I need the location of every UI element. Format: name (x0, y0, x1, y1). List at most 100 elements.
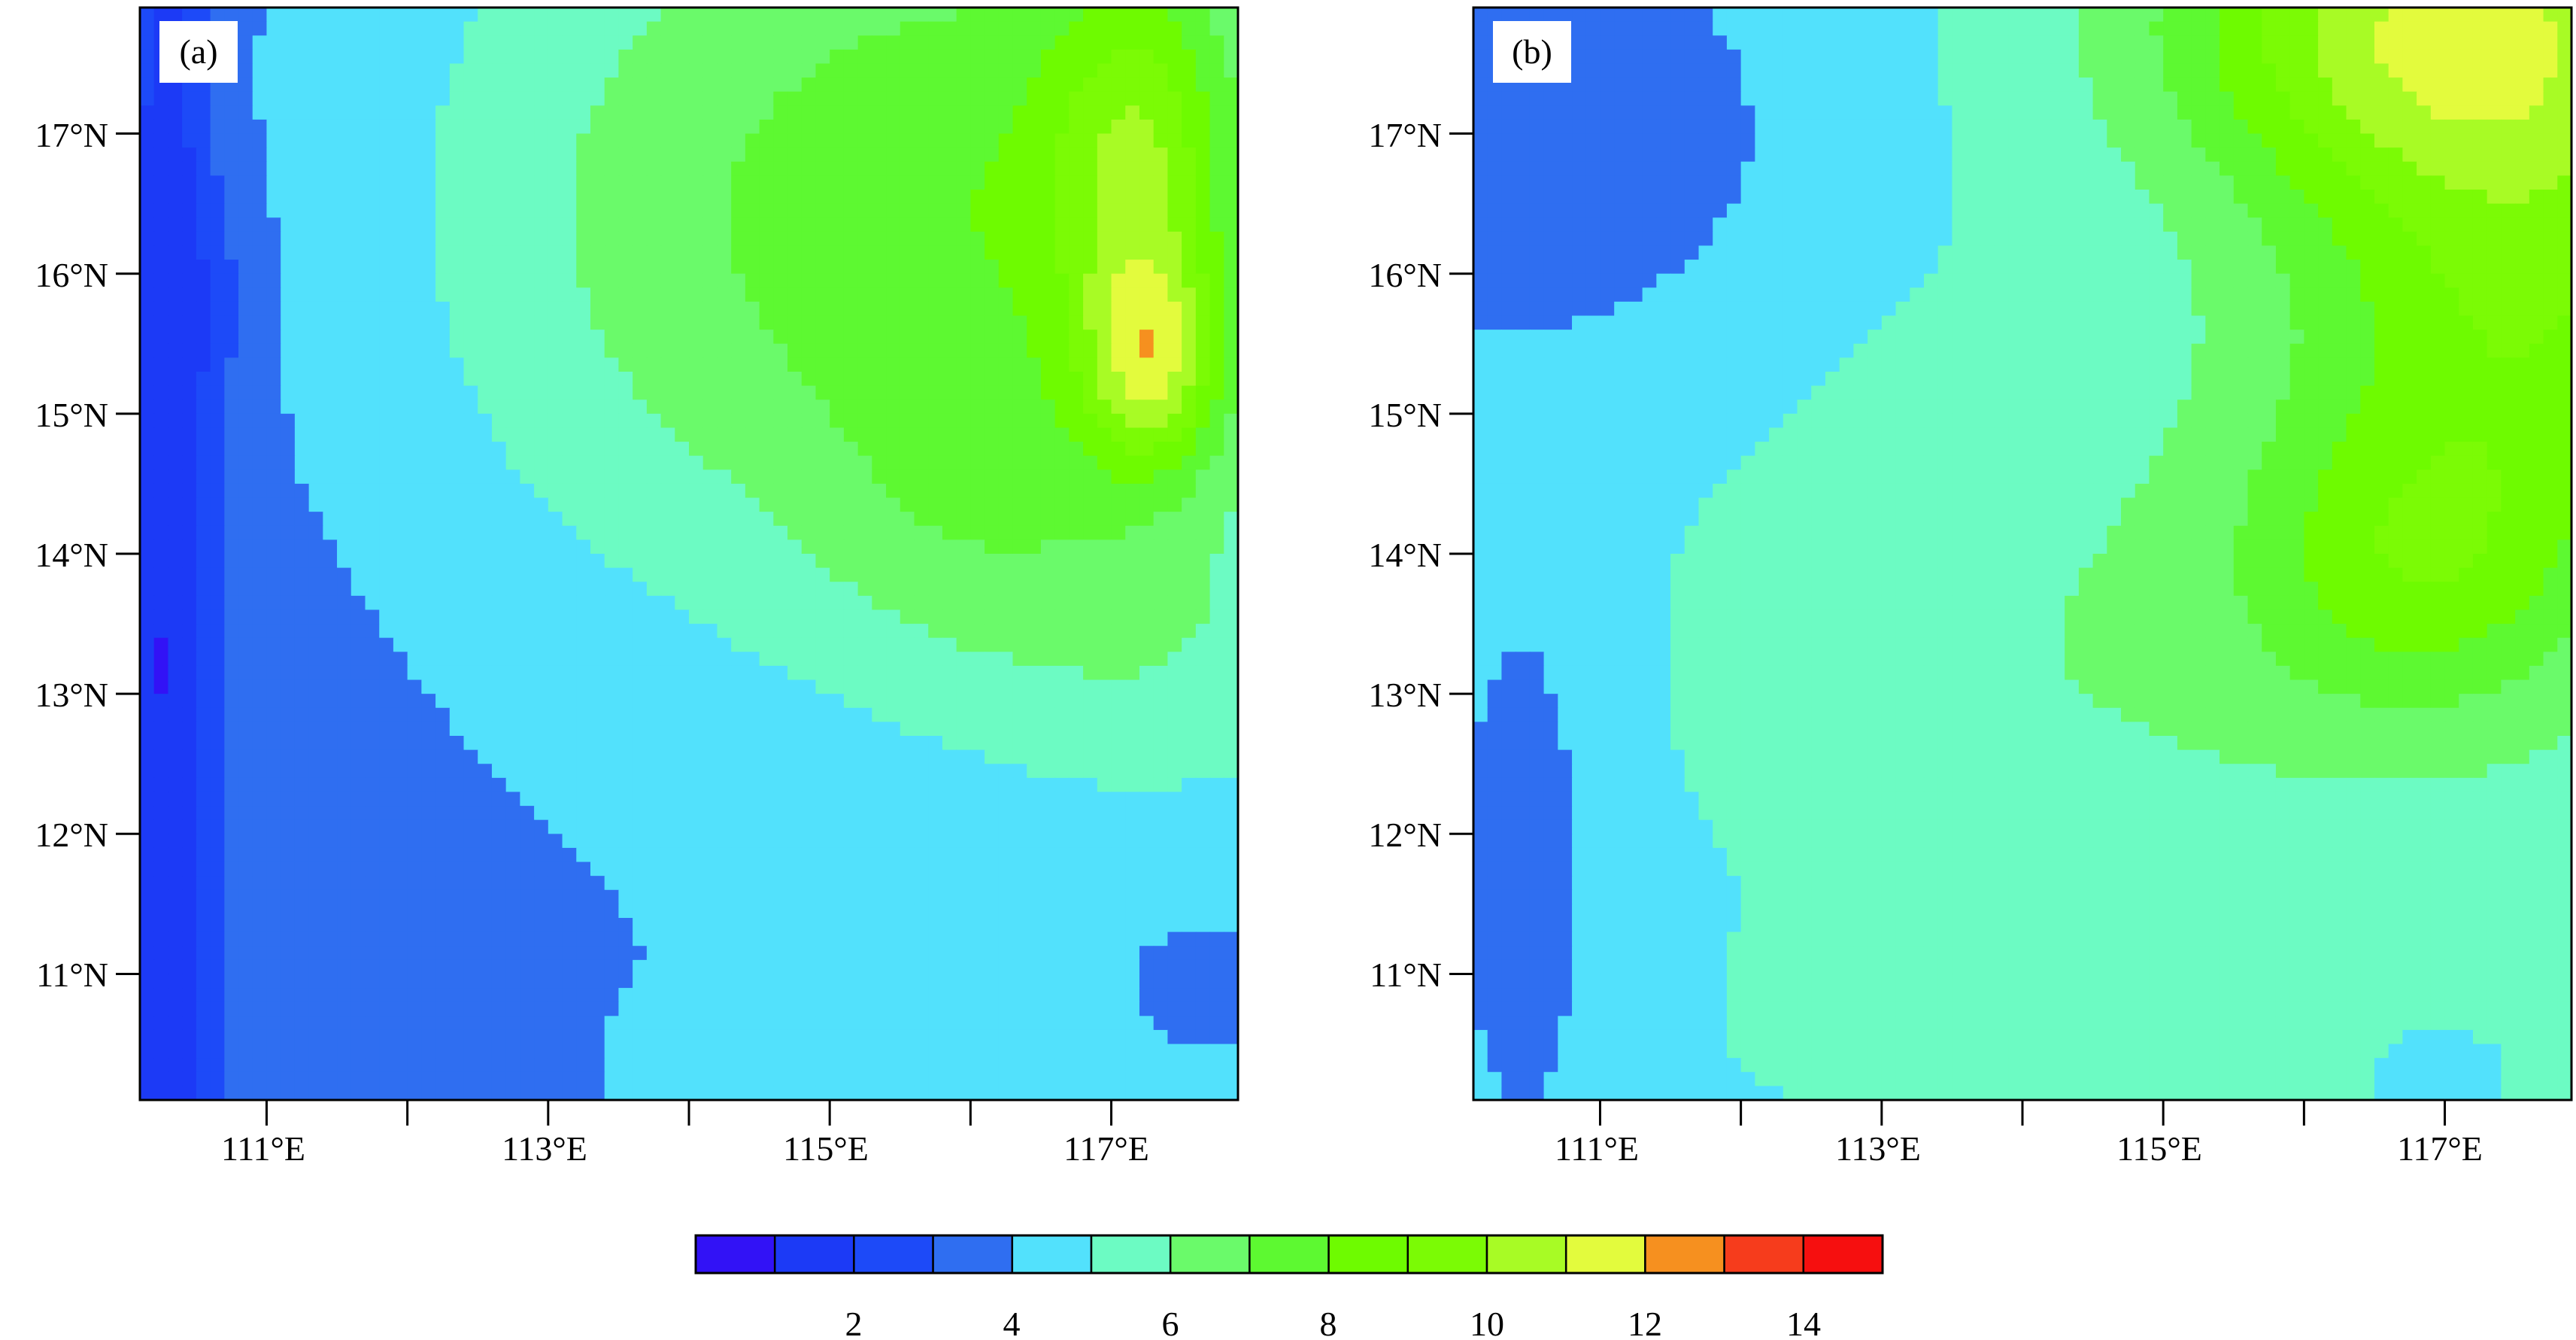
heatmap-cell (463, 736, 478, 751)
heatmap-cell (562, 525, 577, 540)
heatmap-cell (928, 469, 943, 485)
heatmap-cell (1182, 400, 1197, 415)
heatmap-cell (675, 707, 690, 722)
heatmap-cell (928, 652, 943, 667)
heatmap-cell (435, 330, 451, 345)
heatmap-cell (505, 554, 520, 569)
heatmap-cell (1224, 567, 1239, 582)
heatmap-cell (407, 190, 422, 205)
heatmap-cell (337, 694, 352, 709)
heatmap-cell (491, 413, 507, 429)
heatmap-cell (717, 764, 732, 779)
heatmap-cell (435, 609, 451, 624)
heatmap-cell (1111, 8, 1126, 23)
heatmap-cell (168, 819, 183, 834)
heatmap-cell (323, 665, 338, 681)
heatmap-cell (618, 301, 633, 317)
heatmap-cell (1195, 637, 1211, 652)
heatmap-cell (1054, 497, 1070, 512)
heatmap-cell (830, 35, 845, 50)
heatmap-cell (1224, 539, 1239, 555)
heatmap-cell (998, 861, 1014, 877)
heatmap-cell (182, 525, 197, 540)
heatmap-cell (350, 343, 366, 358)
heatmap-cell (1209, 231, 1224, 247)
heatmap-cell (1195, 483, 1211, 499)
heatmap-cell (675, 245, 690, 260)
heatmap-cell (421, 217, 436, 232)
heatmap-cell (210, 91, 225, 106)
heatmap-cell (1224, 91, 1239, 106)
heatmap-cell (970, 861, 985, 877)
heatmap-cell (421, 469, 436, 485)
heatmap-cell (407, 483, 422, 499)
heatmap-cell (872, 483, 887, 499)
heatmap-cell (294, 231, 310, 247)
heatmap-cell (759, 175, 774, 190)
heatmap-cell (407, 889, 422, 904)
heatmap-cell (900, 707, 915, 722)
heatmap-cell (815, 385, 830, 400)
heatmap-cell (1182, 554, 1197, 569)
heatmap-cell (505, 469, 520, 485)
heatmap-cell (857, 400, 872, 415)
heatmap-cell (801, 21, 817, 36)
heatmap-cell (449, 764, 465, 779)
heatmap-cell (140, 554, 155, 569)
heatmap-cell (787, 637, 803, 652)
heatmap-cell (689, 161, 704, 176)
heatmap-cell (491, 372, 507, 387)
heatmap-cell (224, 595, 239, 611)
heatmap-cell (1195, 469, 1211, 485)
heatmap-cell (350, 525, 366, 540)
heatmap-cell (281, 273, 296, 288)
heatmap-cell (914, 512, 929, 527)
heatmap-cell (689, 609, 704, 624)
heatmap-cell (843, 175, 859, 190)
heatmap-cell (928, 554, 943, 569)
heatmap-cell (843, 609, 859, 624)
heatmap-cell (1182, 63, 1197, 78)
heatmap-cell (1040, 792, 1056, 807)
heatmap-cell (646, 413, 662, 429)
heatmap-cell (365, 806, 380, 821)
heatmap-cell (956, 861, 971, 877)
heatmap-cell (548, 357, 563, 372)
heatmap-cell (576, 91, 591, 106)
heatmap-cell (702, 330, 718, 345)
heatmap-cell (1054, 707, 1070, 722)
heatmap-cell (281, 442, 296, 457)
heatmap-cell (478, 260, 493, 275)
heatmap-cell (1040, 707, 1056, 722)
heatmap-cell (717, 273, 732, 288)
heatmap-cell (168, 413, 183, 429)
heatmap-cell (1153, 63, 1169, 78)
heatmap-cell (886, 315, 901, 330)
heatmap-cell (900, 483, 915, 499)
heatmap-cell (900, 63, 915, 78)
heatmap-cell (365, 876, 380, 891)
heatmap-cell (576, 679, 591, 694)
heatmap-cell (942, 385, 957, 400)
heatmap-cell (1012, 652, 1027, 667)
heatmap-cell (857, 861, 872, 877)
heatmap-cell (787, 567, 803, 582)
heatmap-cell (449, 175, 465, 190)
heatmap-cell (1069, 889, 1084, 904)
heatmap-cell (675, 624, 690, 639)
heatmap-cell (618, 749, 633, 764)
heatmap-cell (491, 287, 507, 302)
heatmap-cell (872, 231, 887, 247)
heatmap-cell (646, 77, 662, 93)
heatmap-cell (970, 400, 985, 415)
heatmap-cell (1139, 231, 1154, 247)
heatmap-cell (323, 736, 338, 751)
heatmap-cell (350, 652, 366, 667)
heatmap-cell (562, 203, 577, 218)
heatmap-cell (1195, 624, 1211, 639)
heatmap-cell (1111, 190, 1126, 205)
heatmap-cell (998, 834, 1014, 849)
heatmap-cell (1083, 525, 1098, 540)
heatmap-cell (182, 609, 197, 624)
heatmap-cell (266, 63, 281, 78)
